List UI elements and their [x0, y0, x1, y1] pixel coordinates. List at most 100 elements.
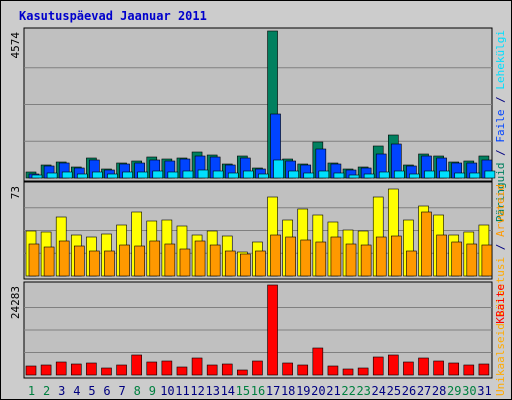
legend-part: / [494, 90, 507, 110]
bar-kbytes-1-day-29 [448, 362, 460, 376]
legend-part: Unikaalseid külastusi [494, 257, 507, 396]
x-tick-label-3: 3 [58, 384, 65, 398]
bar-visits-sites-2-day-11 [179, 248, 191, 277]
x-tick-label-8: 8 [134, 384, 141, 398]
bar-hits-files-pages-3-day-3 [61, 171, 73, 179]
bar-hits-files-pages-3-day-20 [318, 170, 330, 179]
legend-part: KBaite [494, 284, 507, 324]
legend-part: Lehekülgi [494, 30, 507, 90]
bar-kbytes-1-day-20 [312, 347, 324, 376]
bar-visits-sites-2-day-25 [391, 235, 402, 277]
bar-hits-files-pages-3-day-13 [212, 170, 224, 179]
bar-hits-files-pages-3-day-5 [92, 171, 103, 179]
bar-hits-files-pages-3-day-4 [76, 173, 88, 179]
x-tick-label-2: 2 [43, 384, 50, 398]
x-tick-label-11: 11 [175, 384, 189, 398]
bar-hits-files-pages-3-day-10 [167, 171, 179, 179]
max-label-kbytes: 24283 [9, 286, 22, 319]
legend-part: Päringuid [494, 162, 507, 222]
bar-visits-sites-2-day-2 [43, 246, 55, 277]
bar-hits-files-pages-3-day-29 [454, 172, 466, 179]
bar-visits-sites-2-day-14 [224, 250, 236, 277]
x-tick-label-6: 6 [103, 384, 110, 398]
bar-visits-sites-2-day-16 [255, 250, 266, 277]
bar-visits-sites-2-day-18 [285, 236, 296, 277]
x-tick-label-19: 19 [296, 384, 310, 398]
bar-kbytes-1-day-22 [342, 368, 354, 376]
bar-visits-sites-2-day-21 [330, 236, 342, 277]
bar-kbytes-1-day-30 [463, 364, 475, 376]
bar-kbytes-1-day-24 [372, 356, 384, 376]
x-tick-label-20: 20 [311, 384, 325, 398]
bar-visits-sites-2-day-10 [164, 243, 176, 277]
x-tick-label-10: 10 [160, 384, 174, 398]
bar-kbytes-1-day-27 [418, 357, 429, 376]
x-tick-label-1: 1 [28, 384, 35, 398]
bar-hits-files-pages-3-day-8 [137, 171, 148, 179]
x-tick-label-29: 29 [447, 384, 461, 398]
x-tick-label-14: 14 [221, 384, 235, 398]
x-tick-label-25: 25 [387, 384, 401, 398]
bar-kbytes-1-day-19 [297, 364, 309, 376]
bar-kbytes-1-day-14 [221, 363, 233, 376]
bar-visits-sites-2-day-3 [58, 240, 70, 277]
x-tick-label-16: 16 [251, 384, 265, 398]
x-tick-label-26: 26 [402, 384, 416, 398]
bar-kbytes-1-day-21 [327, 365, 339, 376]
bar-hits-files-pages-3-day-18 [288, 170, 299, 179]
bar-hits-files-pages-3-day-15 [243, 170, 254, 179]
bar-kbytes-1-day-25 [388, 354, 399, 376]
bar-visits-sites-2-day-13 [209, 244, 221, 277]
legend-part: Arvuteid [494, 184, 507, 237]
bar-hits-files-pages-3-day-28 [439, 170, 450, 179]
x-tick-label-18: 18 [281, 384, 295, 398]
bar-visits-sites-2-day-9 [149, 240, 161, 277]
x-tick-label-12: 12 [190, 384, 204, 398]
bar-hits-files-pages-3-day-16 [258, 173, 269, 179]
bar-hits-files-pages-3-day-11 [182, 170, 194, 179]
bar-kbytes-1-day-7 [116, 364, 127, 376]
x-tick-label-24: 24 [372, 384, 386, 398]
bar-hits-files-pages-3-day-2 [46, 172, 58, 179]
x-tick-label-28: 28 [432, 384, 446, 398]
bar-hits-files-pages-3-day-9 [152, 170, 164, 179]
bar-visits-sites-2-day-28 [436, 234, 447, 277]
bar-kbytes-1-day-3 [55, 361, 67, 376]
x-tick-label-7: 7 [119, 384, 126, 398]
bar-kbytes-1-day-9 [146, 361, 158, 376]
bar-hits-files-pages-3-day-19 [303, 172, 315, 179]
bar-hits-files-pages-3-day-23 [363, 173, 375, 179]
bar-visits-sites-2-day-23 [360, 244, 372, 277]
bar-visits-sites-2-day-24 [375, 236, 387, 277]
bar-hits-files-pages-3-day-30 [469, 172, 481, 179]
legend-kbytes: KBaite [494, 284, 507, 324]
bar-kbytes-1-day-12 [191, 357, 203, 376]
x-tick-label-30: 30 [462, 384, 476, 398]
bar-visits-sites-2-day-22 [345, 243, 357, 277]
bar-hits-files-pages-3-day-22 [348, 174, 360, 179]
bar-visits-sites-2-day-31 [481, 244, 493, 277]
bar-hits-files-pages-3-day-31 [484, 170, 496, 179]
bar-kbytes-1-day-10 [161, 360, 173, 376]
bar-kbytes-1-day-15 [237, 369, 248, 376]
bar-kbytes-1-day-17 [267, 284, 278, 376]
bar-visits-sites-2-day-7 [119, 244, 130, 277]
bar-visits-sites-2-day-12 [194, 240, 206, 277]
bar-visits-sites-2-day-29 [451, 241, 463, 277]
x-tick-label-15: 15 [236, 384, 250, 398]
bar-hits-files-pages-3-day-17 [273, 159, 284, 179]
legend-hits-files-pages: Päringuid / Faile / Lehekülgi [494, 30, 507, 222]
bar-visits-sites-2-day-6 [104, 250, 115, 277]
bar-kbytes-1-day-16 [252, 360, 263, 376]
max-label-hits-files-pages: 4574 [9, 32, 22, 59]
x-tick-label-21: 21 [326, 384, 340, 398]
bar-kbytes-1-day-31 [478, 363, 490, 376]
bar-hits-files-pages-3-day-25 [394, 170, 405, 179]
bar-kbytes-1-day-4 [70, 363, 82, 376]
bar-kbytes-1-day-5 [86, 362, 97, 376]
bar-hits-files-pages-3-day-26 [409, 173, 420, 179]
bar-hits-files-pages-3-day-7 [122, 171, 133, 179]
max-label-visits-sites: 73 [9, 186, 22, 199]
